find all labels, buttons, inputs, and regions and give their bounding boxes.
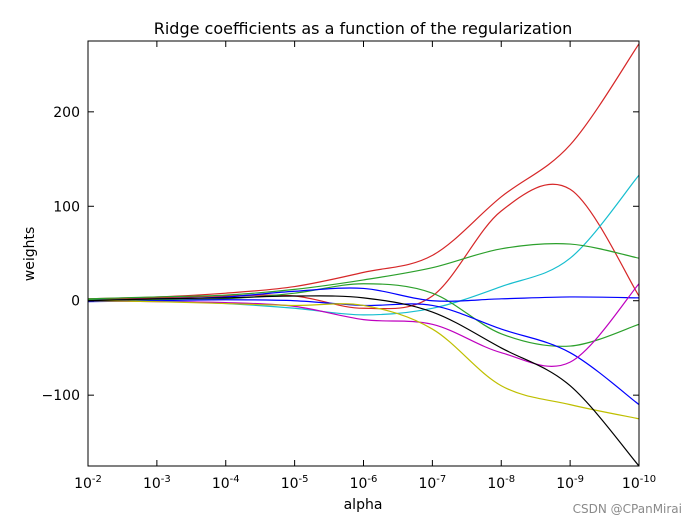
y-tick-label: −100 <box>42 388 80 404</box>
x-tick-label: 10-10 <box>622 474 656 492</box>
x-tick-label: 10-8 <box>487 474 515 492</box>
series-group <box>87 43 640 467</box>
series-line-1 <box>87 43 640 300</box>
x-tick-label: 10-6 <box>350 474 378 492</box>
series-line-4 <box>87 242 640 300</box>
series-line-10 <box>87 295 640 467</box>
series-line-5 <box>87 283 640 347</box>
ticks-group: 10-2 10-3 10-4 10-5 10-6 10-7 10-8 10-9 10-10 200… <box>42 41 656 492</box>
series-line-3 <box>87 174 640 316</box>
x-axis-label: alpha <box>344 497 383 513</box>
y-tick-label: 100 <box>53 199 80 215</box>
series-line-2 <box>87 183 640 310</box>
x-tick-label: 10-7 <box>418 474 446 492</box>
series-line-9 <box>87 300 640 420</box>
y-axis-label: weights <box>22 227 38 282</box>
watermark: CSDN @CPanMirai <box>572 502 682 516</box>
x-tick-label: 10-2 <box>74 474 102 492</box>
x-tick-label: 10-3 <box>143 474 171 492</box>
x-tick-label: 10-4 <box>212 474 240 492</box>
y-tick-label: 200 <box>53 105 80 121</box>
y-tick-label: 0 <box>71 294 80 310</box>
x-tick-label: 10-5 <box>281 474 309 492</box>
chart-title: Ridge coefficients as a function of the … <box>154 19 573 38</box>
x-tick-label: 10-9 <box>556 474 584 492</box>
series-line-7 <box>87 299 640 406</box>
